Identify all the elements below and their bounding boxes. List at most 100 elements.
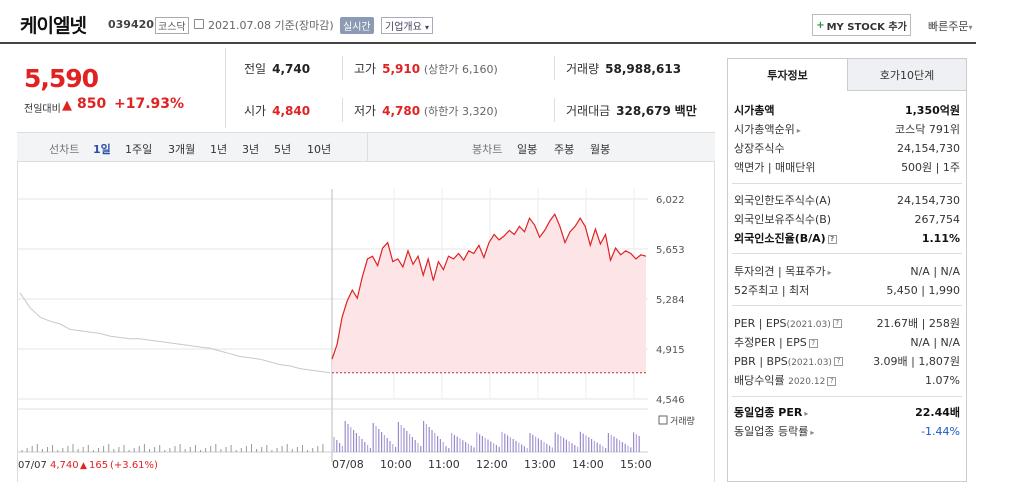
sector-per-row: 동일업종 PER ▸ 22.44배 (734, 406, 960, 419)
prev-day-pct: (+3.61%) (110, 460, 158, 471)
divider (732, 396, 962, 397)
tab-hoga[interactable]: 호가10단계 (847, 59, 966, 91)
arrow-right-icon: ▸ (796, 126, 801, 135)
trade-amount: 거래대금 328,679 백만 (566, 104, 697, 118)
divider (342, 56, 343, 80)
prev-day-line (19, 292, 331, 374)
calendar-icon (194, 19, 204, 29)
shares-row: 상장주식수 24,154,730 (734, 141, 960, 156)
help-icon[interactable]: ? (808, 338, 818, 348)
est-per-row: 추정PER | EPS? N/A | N/A (734, 335, 960, 350)
candle-day[interactable]: 일봉 (517, 143, 538, 156)
per-row: PER | EPS(2021.03)? 21.67배 | 258원 (734, 316, 960, 331)
x-tick-label: 11:00 (428, 458, 460, 471)
x-tick-label: 15:00 (620, 458, 652, 471)
divider (732, 253, 962, 254)
prev-close: 전일 4,740 (244, 62, 311, 76)
stock-name: 케이엘넷 (20, 15, 87, 37)
period-10y[interactable]: 10년 (307, 143, 332, 156)
period-1d[interactable]: 1일 (93, 143, 111, 156)
line-chart-label: 선차트 (49, 143, 80, 156)
company-info-dropdown[interactable]: 기업개요 ▾ (381, 17, 434, 34)
arrow-right-icon: ▸ (810, 428, 815, 437)
prev-day-label: 07/07 (18, 460, 47, 471)
foreign-limit-row: 외국인한도주식수(A) 24,154,730 (734, 193, 960, 208)
pbr-row: PBR | BPS(2021.03)? 3.09배 | 1,807원 (734, 354, 960, 369)
prev-day-close: 4,740 (50, 460, 79, 471)
prev-day-change: 165 (89, 460, 108, 471)
today-area (332, 214, 646, 373)
base-date: 2021.07.08 기준(장마감) (208, 19, 334, 32)
y-tick-label: 4,546 (656, 395, 685, 406)
volume: 거래량 58,988,613 (566, 62, 682, 76)
divider (342, 98, 343, 122)
divider (732, 305, 962, 306)
divider (554, 98, 555, 122)
candle-chart-label: 봉차트 (472, 143, 503, 156)
candle-week[interactable]: 주봉 (554, 143, 575, 156)
help-icon[interactable]: ? (827, 376, 837, 386)
price-info-grid: 전일 4,740 고가 5,910 (상한가 6,160) 거래량 58,988,61… (225, 48, 715, 128)
market-cap-row: 시가총액 1,350억원 (734, 104, 960, 117)
sector-rate-row: 동일업종 등락률 ▸ -1.44% (734, 424, 960, 439)
candle-month[interactable]: 월봉 (590, 143, 611, 156)
y-tick-label: 4,915 (656, 345, 685, 356)
x-tick-label: 10:00 (380, 458, 412, 471)
stock-header (0, 0, 976, 44)
chart-period-bar: 선차트 1일 1주일 3개월 1년 3년 5년 10년 봉차트 일봉 주봉 월봉 (17, 132, 715, 162)
y-tick-label: 5,653 (656, 245, 685, 256)
x-tick-label: 13:00 (524, 458, 556, 471)
price-chart: 6,022 5,653 5,284 4,915 4,546 거래량 07/08 10:00 11… (18, 189, 695, 471)
tab-invest-info[interactable]: 투자정보 (728, 59, 847, 91)
quick-order-dropdown[interactable]: 빠른주문▾ (928, 18, 973, 34)
today-line (331, 212, 647, 360)
foreign-hold-row: 외국인보유주식수(B) 267,754 (734, 212, 960, 227)
chevron-down-icon: ▾ (968, 23, 973, 32)
y-tick-label: 6,022 (656, 195, 685, 206)
divider (732, 183, 962, 184)
mystock-add-button[interactable]: + MY STOCK 추가 (812, 14, 911, 36)
period-3y[interactable]: 3년 (242, 143, 260, 156)
par-row: 액면가 | 매매단위 500원 | 1주 (734, 161, 960, 174)
help-icon[interactable]: ? (832, 319, 842, 328)
change-value: 850 (77, 96, 107, 112)
help-icon[interactable]: ? (833, 357, 843, 366)
company-info-label: 기업개요 (385, 22, 422, 33)
up-triangle-icon: ▲ (62, 98, 72, 113)
period-1w[interactable]: 1주일 (125, 143, 153, 156)
market-badge: 코스닥 (155, 17, 189, 34)
realtime-button[interactable]: 실시간 (340, 17, 374, 34)
low-price: 저가 4,780 (하한가 3,320) (354, 104, 498, 118)
change-percent: +17.93% (114, 96, 185, 112)
invest-info-panel: 투자정보 호가10단계 시가총액 1,350억원 시가총액순위 ▸ 코스닥 791위 … (727, 58, 967, 482)
x-tick-label: 14:00 (572, 458, 604, 471)
volume-checkbox (658, 415, 668, 425)
opinion-row: 투자의견 | 목표주가 ▸ N/A | N/A (734, 264, 960, 279)
stock-code: 039420 (108, 18, 154, 31)
chart-area: 6,022 5,653 5,284 4,915 4,546 거래량 07/08 10:00 11… (17, 162, 715, 482)
change-label: 전일대비 (24, 104, 61, 115)
foreign-ratio-row: 외국인소진율(B/A)? 1.11% (734, 231, 960, 246)
x-tick-label: 07/08 (332, 458, 364, 471)
open-price: 시가 4,840 (244, 104, 311, 118)
high-price: 고가 5,910 (상한가 6,160) (354, 62, 498, 76)
period-3m[interactable]: 3개월 (168, 143, 196, 156)
week52-row: 52주최고 | 최저 5,450 | 1,990 (734, 283, 960, 298)
price-summary: 5,590 전일대비 ▲ 850 +17.93% (17, 48, 223, 128)
dividend-row: 배당수익률 2020.12? 1.07% (734, 373, 960, 388)
help-icon[interactable]: ? (827, 234, 837, 244)
volume-label: 거래량 (670, 415, 695, 427)
arrow-right-icon: ▸ (804, 409, 809, 418)
plus-icon: + (816, 19, 825, 31)
y-tick-label: 5,284 (656, 295, 685, 306)
divider (367, 133, 368, 161)
cap-rank-row: 시가총액순위 ▸ 코스닥 791위 (734, 123, 960, 136)
period-1y[interactable]: 1년 (210, 143, 228, 156)
up-triangle-icon: ▲ (80, 461, 87, 471)
divider (554, 56, 555, 80)
arrow-right-icon: ▸ (827, 268, 832, 277)
mystock-label: MY STOCK 추가 (826, 21, 907, 33)
period-5y[interactable]: 5년 (274, 143, 292, 156)
current-price: 5,590 (24, 64, 99, 93)
quick-order-label: 빠른주문 (928, 20, 969, 33)
